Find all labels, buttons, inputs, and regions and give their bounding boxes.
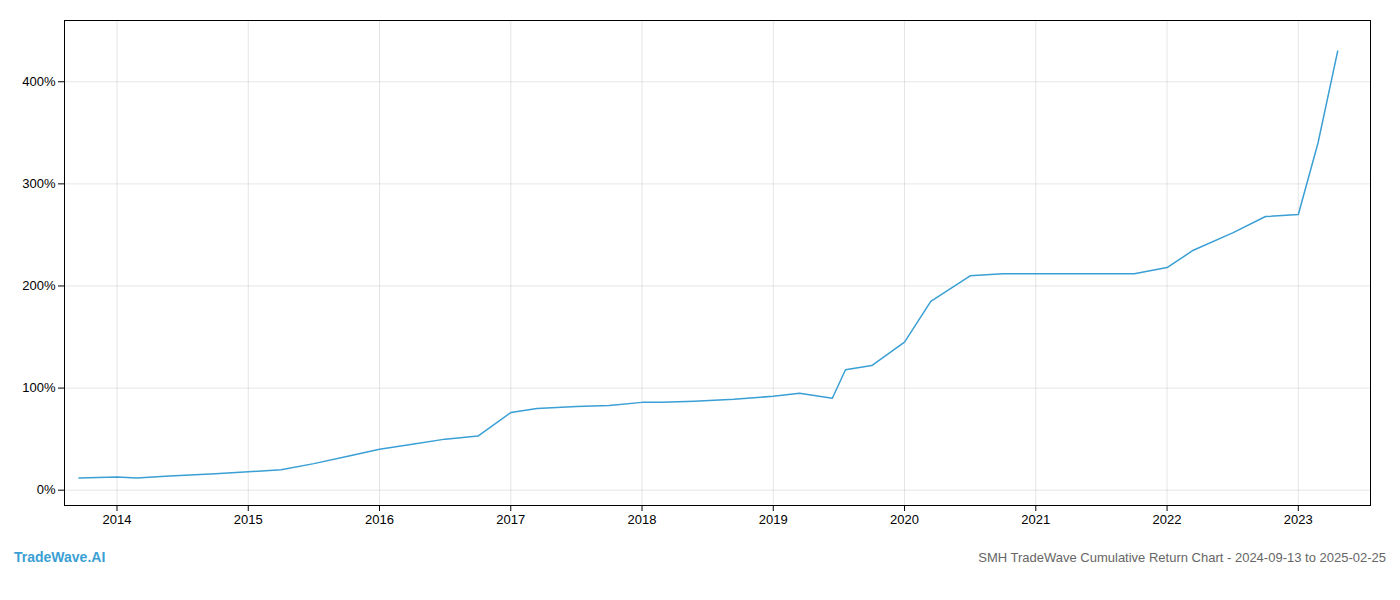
svg-text:2017: 2017 (496, 512, 525, 527)
html-text:TradeWave.AI: TradeWave.AI (14, 549, 106, 565)
svg-text:2022: 2022 (1153, 512, 1182, 527)
svg-text:100%: 100% (22, 380, 56, 395)
svg-text:200%: 200% (22, 278, 56, 293)
svg-text:2015: 2015 (234, 512, 263, 527)
svg-text:400%: 400% (22, 74, 56, 89)
svg-text:2020: 2020 (890, 512, 919, 527)
svg-text:0%: 0% (37, 482, 56, 497)
svg-text:300%: 300% (22, 176, 56, 191)
svg-text:2014: 2014 (103, 512, 132, 527)
svg-text:2021: 2021 (1021, 512, 1050, 527)
svg-text:2016: 2016 (365, 512, 394, 527)
svg-text:2023: 2023 (1284, 512, 1313, 527)
html-text:SMH TradeWave Cumulative Retur: SMH TradeWave Cumulative Return Chart - … (978, 550, 1386, 565)
svg-text:2019: 2019 (759, 512, 788, 527)
svg-text:2018: 2018 (628, 512, 657, 527)
